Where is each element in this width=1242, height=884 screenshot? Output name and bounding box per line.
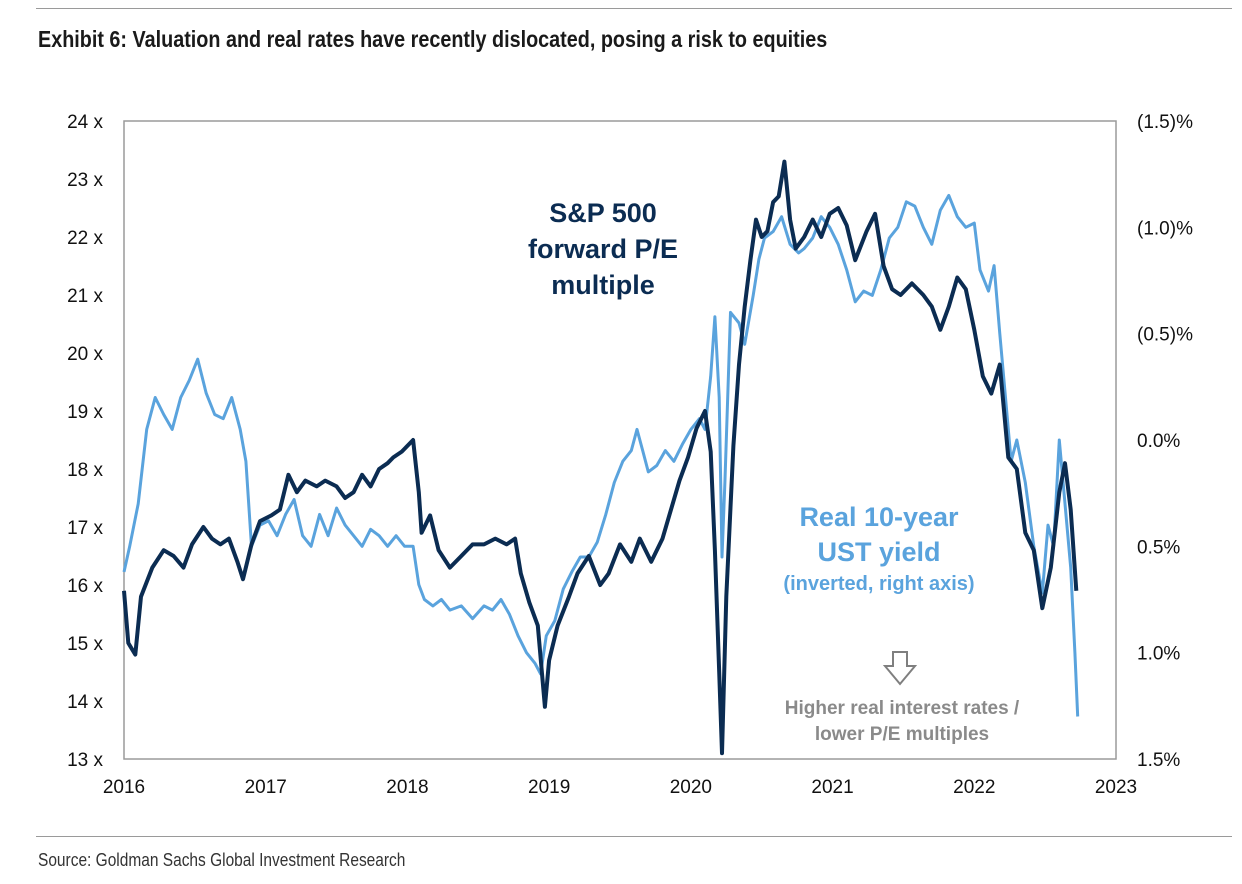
right-tick-label: 1.0% xyxy=(1137,644,1180,665)
yield-label-line1: Real 10-year xyxy=(799,502,959,532)
yield-label-line2: UST yield xyxy=(817,537,940,567)
pe-label-line3: multiple xyxy=(551,270,655,300)
x-tick-label: 2023 xyxy=(1095,777,1137,798)
pe-label-line1: S&P 500 xyxy=(549,198,657,228)
left-tick-label: 17 x xyxy=(67,518,103,539)
right-axis: 1.5% 1.0% 0.5% 0.0% (0.5)% (1.0)% (1.5)% xyxy=(1137,112,1193,771)
left-tick-label: 18 x xyxy=(67,460,103,481)
source-note: Source: Goldman Sachs Global Investment … xyxy=(38,850,406,870)
x-tick-label: 2021 xyxy=(811,777,853,798)
x-tick-label: 2019 xyxy=(528,777,570,798)
yield-sublabel: (inverted, right axis) xyxy=(783,573,974,595)
x-tick-label: 2022 xyxy=(953,777,995,798)
x-tick-label: 2020 xyxy=(670,777,712,798)
series-line-pe-multiple xyxy=(122,159,1079,756)
left-axis: 13 x 14 x 15 x 16 x 17 x 18 x 19 x 20 x 21 x 22 x… xyxy=(67,112,103,771)
plot-frame xyxy=(123,120,1117,760)
right-tick-label: 0.0% xyxy=(1137,431,1180,452)
left-tick-label: 23 x xyxy=(67,170,103,191)
note-line2: lower P/E multiples xyxy=(815,724,989,745)
top-rule xyxy=(36,8,1232,9)
chart-title: Exhibit 6: Valuation and real rates have… xyxy=(38,26,828,52)
right-tick-label: (1.5)% xyxy=(1137,112,1193,133)
x-tick-label: 2016 xyxy=(103,777,145,798)
pe-label-line2: forward P/E xyxy=(528,234,678,264)
bottom-rule xyxy=(36,836,1232,837)
left-tick-label: 21 x xyxy=(67,286,103,307)
left-tick-label: 19 x xyxy=(67,402,103,423)
x-tick-label: 2018 xyxy=(386,777,428,798)
left-tick-label: 16 x xyxy=(67,576,103,597)
note-line1: Higher real interest rates / xyxy=(785,698,1020,719)
left-tick-label: 15 x xyxy=(67,634,103,655)
x-axis: 2016 2017 2018 2019 2020 2021 2022 2023 xyxy=(103,777,1137,798)
series-line-real-yield xyxy=(122,193,1080,717)
left-tick-label: 24 x xyxy=(67,112,103,133)
down-arrow-icon xyxy=(882,651,918,686)
left-tick-label: 13 x xyxy=(67,750,103,771)
left-tick-label: 14 x xyxy=(67,692,103,713)
right-tick-label: (1.0)% xyxy=(1137,218,1193,239)
right-tick-label: (0.5)% xyxy=(1137,325,1193,346)
left-tick-label: 22 x xyxy=(67,228,103,249)
left-tick-label: 20 x xyxy=(67,344,103,365)
right-tick-label: 0.5% xyxy=(1137,537,1180,558)
x-tick-label: 2017 xyxy=(245,777,287,798)
right-tick-label: 1.5% xyxy=(1137,750,1180,771)
